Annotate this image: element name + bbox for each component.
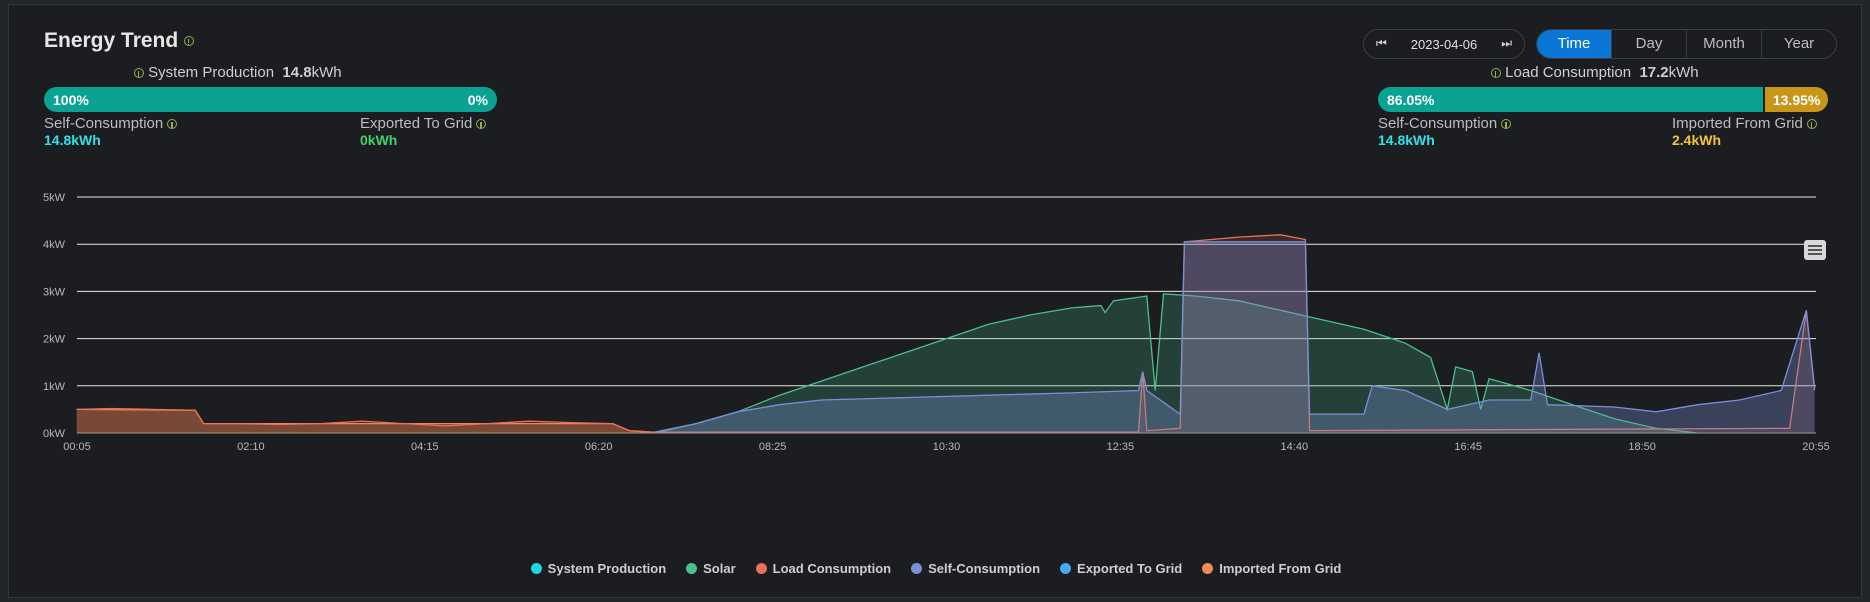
consumption-self-segment: 86.05% (1378, 87, 1766, 112)
consumption-self-value: 14.8kWh (1378, 132, 1435, 148)
load-consumption-value: 17.2 (1639, 64, 1669, 81)
legend-item-solar[interactable]: Solar (686, 561, 736, 576)
tab-time[interactable]: Time (1537, 30, 1611, 58)
legend-label: Exported To Grid (1077, 561, 1183, 576)
info-icon[interactable] (1491, 68, 1501, 79)
x-tick-label: 08:25 (759, 441, 787, 453)
legend-item-system_production[interactable]: System Production (530, 561, 667, 576)
system-production-header: System Production 14.8kWh (134, 64, 342, 81)
consumption-split-bar: 86.05% 13.95% (1378, 87, 1828, 112)
production-self-segment: 100% 0% (44, 87, 497, 112)
date-picker[interactable]: ⏮ 2023-04-06 ⏭ (1363, 29, 1525, 59)
x-tick-label: 04:15 (411, 441, 439, 453)
info-icon[interactable] (476, 119, 487, 130)
y-tick-label: 3kW (43, 286, 66, 298)
date-value[interactable]: 2023-04-06 (1410, 37, 1478, 52)
legend-item-load[interactable]: Load Consumption (755, 561, 892, 576)
x-tick-label: 12:35 (1107, 441, 1135, 453)
legend-item-exported[interactable]: Exported To Grid (1060, 561, 1182, 576)
consumption-import-segment: 13.95% (1765, 87, 1828, 112)
x-tick-label: 20:55 (1802, 441, 1830, 453)
x-tick-label: 02:10 (237, 441, 265, 453)
info-icon[interactable] (1807, 119, 1818, 130)
tab-month[interactable]: Month (1686, 30, 1761, 58)
production-split-bar: 100% 0% (44, 87, 497, 112)
system-production-unit: kWh (311, 64, 342, 81)
period-tabs: Time Day Month Year (1536, 29, 1837, 59)
legend-dot-icon (755, 563, 767, 574)
legend-item-imported[interactable]: Imported From Grid (1202, 561, 1341, 576)
exported-label: Exported To Grid (360, 115, 487, 132)
last-page-icon[interactable]: ⏭ (1501, 36, 1512, 50)
legend-dot-icon (1060, 563, 1072, 574)
y-tick-label: 2kW (43, 334, 66, 346)
system-production-value: 14.8 (282, 64, 312, 81)
info-icon[interactable] (184, 36, 195, 47)
legend-label: Solar (703, 561, 736, 576)
y-tick-label: 4kW (43, 239, 66, 251)
energy-trend-panel: Energy Trend ⏮ 2023-04-06 ⏭ Time Day Mon… (8, 4, 1862, 598)
legend-dot-icon (686, 563, 698, 574)
x-tick-label: 14:40 (1281, 441, 1309, 453)
system-production-label: System Production (148, 64, 275, 81)
info-icon[interactable] (134, 68, 144, 79)
production-self-label: Self-Consumption (44, 115, 178, 132)
legend-label: Self-Consumption (928, 561, 1041, 576)
load-consumption-label: Load Consumption (1505, 64, 1632, 81)
series-area-solar (654, 293, 1698, 433)
legend-dot-icon (1202, 563, 1214, 574)
page-title: Energy Trend (44, 29, 195, 53)
x-tick-label: 10:30 (933, 441, 961, 453)
tab-year[interactable]: Year (1761, 30, 1836, 58)
legend-dot-icon (530, 563, 542, 574)
legend-dot-icon (911, 563, 923, 574)
info-icon[interactable] (1501, 119, 1512, 130)
x-tick-label: 16:45 (1454, 441, 1482, 453)
series-line-solar (654, 293, 1698, 434)
y-tick-label: 5kW (43, 192, 66, 204)
legend-label: Load Consumption (772, 561, 892, 576)
production-export-pct: 0% (467, 91, 488, 108)
imported-value: 2.4kWh (1672, 132, 1722, 148)
series-area-self_consumption (654, 241, 1815, 433)
series-line-load (76, 234, 1816, 433)
legend-label: Imported From Grid (1219, 561, 1342, 576)
x-tick-label: 06:20 (585, 441, 613, 453)
exported-value: 0kWh (360, 132, 398, 148)
x-tick-label: 18:50 (1628, 441, 1656, 453)
y-tick-label: 0kW (43, 428, 66, 440)
imported-label: Imported From Grid (1672, 115, 1818, 132)
y-tick-label: 1kW (43, 381, 66, 393)
x-tick-label: 00:05 (63, 441, 91, 453)
consumption-import-pct: 13.95% (1772, 91, 1821, 108)
first-page-icon[interactable]: ⏮ (1376, 36, 1387, 50)
legend-item-self_consumption[interactable]: Self-Consumption (911, 561, 1040, 576)
info-icon[interactable] (167, 119, 178, 130)
chart-legend: System Production Solar Load Consumption Se… (9, 561, 1863, 576)
tab-day[interactable]: Day (1611, 30, 1686, 58)
title-text: Energy Trend (44, 29, 179, 52)
series-line-self_consumption (654, 241, 1816, 433)
consumption-self-label: Self-Consumption (1378, 115, 1512, 132)
load-consumption-header: Load Consumption 17.2kWh (1491, 64, 1699, 81)
production-self-pct: 100% (53, 91, 89, 108)
energy-trend-chart: 0kW 1kW 2kW 3kW 4kW 5kW 00:05 02:10 04:15 06:20 08… (43, 192, 1830, 453)
chart-menu-icon[interactable] (1804, 240, 1826, 260)
production-self-value: 14.8kWh (44, 132, 101, 148)
consumption-self-pct: 86.05% (1387, 91, 1435, 108)
series-area-imported (76, 409, 655, 433)
legend-label: System Production (547, 561, 667, 576)
load-consumption-unit: kWh (1668, 64, 1699, 81)
